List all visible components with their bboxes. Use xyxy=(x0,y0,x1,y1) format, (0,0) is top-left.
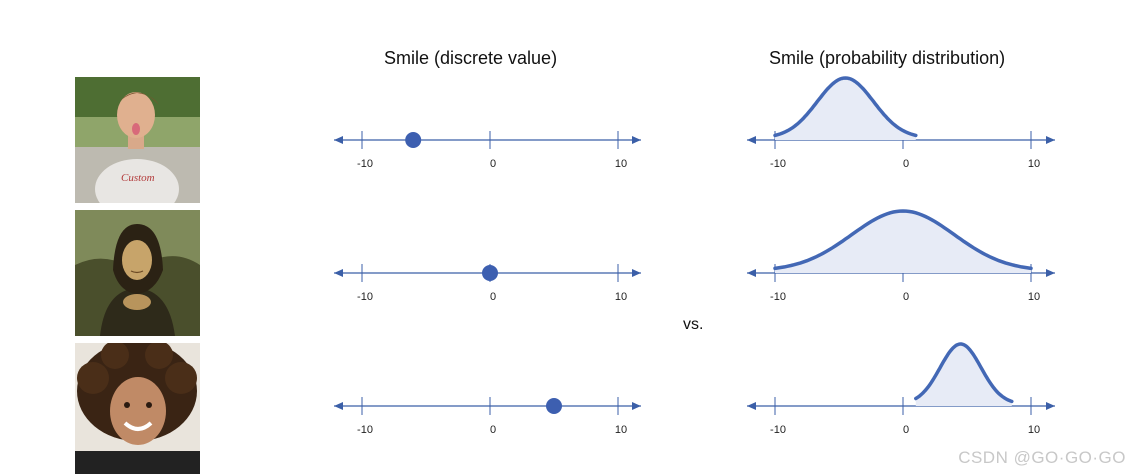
row-2-prob-tick-label-0: -10 xyxy=(770,291,786,303)
row-2-discrete-tick-label-2: 10 xyxy=(615,291,627,303)
row-2-discrete-tick-label-0: -10 xyxy=(357,291,373,303)
row-2-prob-tick-label-1: 0 xyxy=(903,291,909,303)
probability-distribution-heading: Smile (probability distribution) xyxy=(769,48,1006,68)
row-3-discrete-tick-label-2: 10 xyxy=(615,424,627,436)
row-2-prob-axis-arrow-right xyxy=(1046,269,1055,277)
row-2-discrete-tick-label-1: 0 xyxy=(490,291,496,303)
row-2-prob-axis-arrow-left xyxy=(747,269,756,277)
discrete-value-heading: Smile (discrete value) xyxy=(384,48,558,68)
photo-girl xyxy=(75,343,200,474)
vs-label: vs. xyxy=(683,316,704,333)
row-1-prob-tick-label-1: 0 xyxy=(903,158,909,170)
row-2-prob-tick-label-2: 10 xyxy=(1028,291,1040,303)
row-3-prob-axis-arrow-right xyxy=(1046,402,1055,410)
row-1-discrete-marker xyxy=(405,132,422,148)
row-1-distribution-curve xyxy=(773,76,918,138)
row-1-prob-axis-arrow-right xyxy=(1046,136,1055,144)
row-3-discrete-marker xyxy=(546,398,562,414)
row-2-discrete-axis-arrow-right xyxy=(632,269,641,277)
row-1-discrete-axis-arrow-right xyxy=(632,136,641,144)
row-3-prob-tick-label-2: 10 xyxy=(1028,424,1040,436)
row-3-prob-tick-label-1: 0 xyxy=(903,424,909,436)
photo-mona-lisa xyxy=(75,210,200,336)
row-3-prob-axis-arrow-left xyxy=(747,402,756,410)
row-2-discrete-axis-arrow-left xyxy=(334,269,343,277)
row-1-discrete-tick-label-2: 10 xyxy=(615,158,627,170)
watermark: CSDN @GO·GO·GO xyxy=(958,448,1126,467)
svg-text:Custom: Custom xyxy=(121,172,155,184)
row-1-prob-axis-arrow-left xyxy=(747,136,756,144)
row-3-discrete-axis-arrow-right xyxy=(632,402,641,410)
row-3-prob-tick-label-0: -10 xyxy=(770,424,786,436)
row-1-prob-tick-label-2: 10 xyxy=(1028,158,1040,170)
row-2-distribution-fill xyxy=(775,211,1031,273)
row-1-discrete-axis-arrow-left xyxy=(334,136,343,144)
row-3-discrete-axis-arrow-left xyxy=(334,402,343,410)
row-3-distribution-curve xyxy=(914,342,1014,404)
row-1-discrete-tick-label-1: 0 xyxy=(490,158,496,170)
row-1-distribution-fill xyxy=(775,78,916,140)
row-2-distribution-curve xyxy=(773,209,1033,271)
photo-boy: Custom xyxy=(75,77,200,203)
row-3-distribution-fill xyxy=(915,344,1012,406)
row-1-discrete-tick-label-0: -10 xyxy=(357,158,373,170)
row-2-discrete-marker xyxy=(482,265,498,281)
row-3-discrete-tick-label-0: -10 xyxy=(357,424,373,436)
row-1-prob-tick-label-0: -10 xyxy=(770,158,786,170)
row-3-discrete-tick-label-1: 0 xyxy=(490,424,496,436)
